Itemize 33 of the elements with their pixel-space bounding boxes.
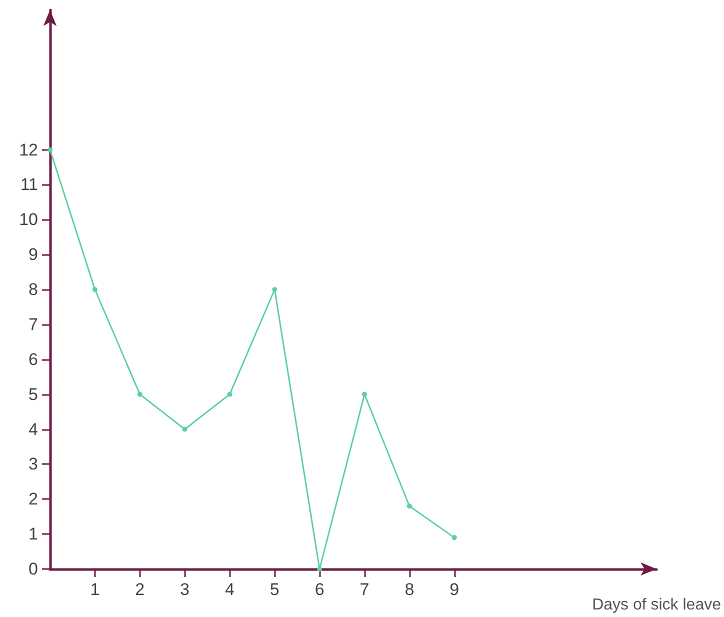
x-tick-label: 3 [180, 580, 190, 599]
x-tick-label: 1 [90, 580, 100, 599]
point [317, 566, 322, 572]
point [272, 287, 278, 292]
point [362, 392, 367, 397]
y-tick-label: 9 [28, 245, 38, 264]
y-tick-label: 8 [28, 280, 38, 299]
y-tick-label: 12 [19, 140, 38, 160]
point [182, 426, 188, 432]
x-axis-title: Days of sick leave [592, 596, 722, 614]
y-tick-label: 7 [28, 314, 38, 334]
y-tick-label: 6 [28, 350, 38, 369]
point [137, 392, 142, 397]
y-tick-label: 5 [28, 384, 38, 404]
point [452, 535, 457, 540]
y-tick-label: 0 [28, 560, 38, 578]
y-tick-label: 4 [28, 420, 38, 439]
y-tick-label: 2 [28, 490, 38, 509]
x-tick-label: 4 [224, 580, 234, 599]
x-tick-label: 7 [360, 580, 370, 599]
x-tick-label: 5 [270, 580, 280, 599]
x-tick-label: 2 [135, 580, 145, 599]
y-tick-label: 10 [19, 210, 38, 230]
y-tick-label: 1 [28, 524, 38, 544]
point [406, 504, 412, 509]
x-tick-label: 9 [450, 580, 460, 599]
point [92, 287, 98, 292]
x-tick-label: 8 [404, 580, 414, 599]
point [227, 392, 232, 397]
point [48, 147, 52, 152]
x-tick-label: 6 [314, 580, 324, 599]
y-tick-label: 3 [28, 454, 38, 474]
y-tick-label: 11 [20, 175, 38, 194]
